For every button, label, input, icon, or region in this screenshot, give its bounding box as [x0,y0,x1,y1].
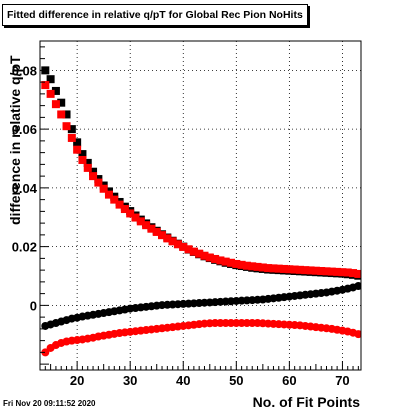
series-1 [41,81,361,278]
data-point [41,348,50,357]
data-point [274,264,283,273]
data-point [73,138,82,147]
data-point [253,262,262,271]
data-point [322,267,331,276]
data-point [290,265,299,274]
axes [39,40,362,371]
x-axis-label: No. of Fit Points [252,394,360,410]
y-tick-label: 0.02 [12,240,37,255]
data-point [120,205,129,214]
data-point [89,167,98,176]
y-tick-label: 0.06 [12,122,37,137]
data-point [216,256,225,265]
data-point [99,184,108,193]
data-point [78,150,87,159]
data-point [51,86,60,95]
x-tick-label: 50 [229,373,243,388]
series-2 [41,281,361,330]
data-point [343,268,352,277]
data-point [184,245,193,254]
data-point [147,224,156,233]
data-point [285,265,294,274]
series-3 [41,319,361,357]
data-point [237,260,246,269]
data-point [152,227,161,236]
data-point [83,158,92,167]
chart-title: Fitted difference in relative q/pT for G… [2,4,308,26]
data-point [301,266,310,275]
data-point [41,81,50,90]
data-point [333,267,342,276]
data-point [57,110,66,119]
data-point [126,209,135,218]
x-tick-label: 30 [123,373,137,388]
data-point [242,261,251,270]
data-point [354,281,361,290]
data-point [205,253,214,262]
data-point [115,200,124,209]
data-point [280,264,289,273]
data-markers [41,66,361,357]
data-point [163,234,172,243]
data-point [73,145,82,154]
data-point [62,110,71,119]
data-point [131,213,140,222]
tick-labels: 20 30 40 50 60 70 0 0.02 0.04 0.06 0.08 [12,63,350,388]
x-tick-label: 20 [70,373,84,388]
y-tick-label: 0.04 [12,181,38,196]
data-point [46,89,55,98]
data-point [67,125,76,134]
data-point [349,269,358,278]
data-point [269,264,278,273]
x-tick-label: 70 [335,373,349,388]
data-point [327,267,336,276]
data-point [142,221,151,230]
data-point [179,242,188,251]
markers-clipped [41,66,361,357]
data-point [354,269,361,278]
data-point [221,257,230,266]
data-point [227,258,236,267]
data-point [200,251,209,260]
data-point [62,122,71,131]
data-point [317,267,326,276]
data-point [158,231,167,240]
data-point [89,172,98,181]
data-point [211,254,220,263]
data-point [258,263,267,272]
data-point [94,178,103,187]
data-point [67,133,76,142]
data-point [338,268,347,277]
data-point [78,155,87,164]
data-point [189,247,198,256]
data-point [51,100,60,109]
data-point [110,195,119,204]
y-tick-label: 0.08 [12,63,37,78]
data-point [248,262,257,271]
data-point [195,249,204,258]
plot-frame [39,40,362,371]
data-point [264,264,273,273]
data-point [232,259,241,268]
data-point [295,265,304,274]
x-tick-label: 40 [176,373,190,388]
y-tick-label: 0 [30,298,37,313]
data-point [311,266,320,275]
data-point [136,217,145,226]
timestamp: Fri Nov 20 09:11:52 2020 [3,399,96,408]
x-tick-label: 60 [282,373,296,388]
data-point [173,240,182,249]
data-point [168,237,177,246]
data-point [57,98,66,107]
data-point [83,163,92,172]
data-point [104,190,113,199]
y-axis-label: difference in relative q/pT [7,55,23,225]
data-point [354,330,361,339]
data-point [46,75,55,84]
data-point [306,266,315,275]
